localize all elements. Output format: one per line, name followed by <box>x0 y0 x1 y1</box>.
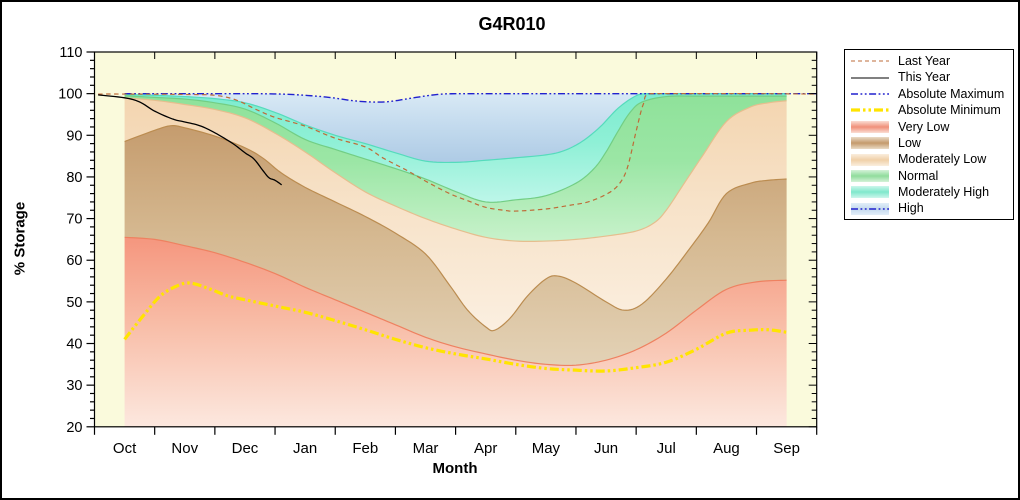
legend-item-low: Low <box>851 135 1013 151</box>
band-edge-moderately-low <box>124 97 787 243</box>
legend-label-very-low: Very Low <box>898 119 950 134</box>
legend-label-absolute-maximum: Absolute Maximum <box>898 86 1005 101</box>
x-tick-label-sep: Sep <box>773 440 800 457</box>
legend-sample-moderately-low <box>851 153 889 166</box>
y-tick-label: 30 <box>66 378 82 394</box>
x-tick-label-mar: Mar <box>413 440 439 457</box>
legend-item-normal: Normal <box>851 168 1013 184</box>
y-tick-label: 50 <box>66 295 82 311</box>
band-very-low <box>124 237 787 427</box>
y-tick-label: 100 <box>58 87 82 103</box>
legend-sample-last-year <box>851 55 889 67</box>
band-edge-moderately-high <box>124 93 787 164</box>
legend-sample-very-low <box>851 120 889 133</box>
band-edge-normal <box>124 95 787 203</box>
legend-sample-low <box>851 137 889 150</box>
legend-label-high: High <box>898 201 924 216</box>
legend-sample-high <box>851 202 889 215</box>
line-this-year <box>98 94 283 186</box>
x-tick-label-nov: Nov <box>171 440 198 457</box>
legend-label-this-year: This Year <box>898 70 951 85</box>
line-last-year <box>98 93 817 212</box>
y-tick-label: 60 <box>66 253 82 269</box>
legend-sample-normal <box>851 169 889 182</box>
band-edge-low <box>124 125 787 332</box>
legend-item-high: High <box>851 201 1013 217</box>
legend-label-moderately-low: Moderately Low <box>898 152 987 167</box>
x-tick-label-oct: Oct <box>113 440 137 457</box>
legend-label-moderately-high: Moderately High <box>898 185 990 200</box>
y-tick-label: 110 <box>59 45 82 61</box>
y-tick-label: 40 <box>66 337 82 353</box>
line-absolute-maximum <box>124 92 817 103</box>
x-tick-label-jan: Jan <box>293 440 317 457</box>
x-tick-label-feb: Feb <box>352 440 378 457</box>
band-edge-very-low <box>124 236 787 367</box>
legend-item-moderately-low: Moderately Low <box>851 151 1013 167</box>
legend-label-absolute-minimum: Absolute Minimum <box>898 103 1001 118</box>
x-tick-label-jul: Jul <box>657 440 676 457</box>
legend-item-moderately-high: Moderately High <box>851 184 1013 200</box>
legend-label-normal: Normal <box>898 168 939 183</box>
band-moderately-high <box>124 93 787 203</box>
legend-item-last-year: Last Year <box>851 53 1013 69</box>
legend-sample-moderately-high <box>851 186 889 199</box>
legend-sample-absolute-minimum <box>851 104 889 116</box>
band-low <box>124 125 787 366</box>
band-normal <box>124 95 787 242</box>
legend-item-this-year: This Year <box>851 69 1013 85</box>
y-axis-title: % Storage <box>11 201 29 276</box>
legend-item-absolute-maximum: Absolute Maximum <box>851 86 1013 102</box>
x-tick-label-jun: Jun <box>594 440 618 457</box>
legend-label-last-year: Last Year <box>898 53 951 68</box>
legend-item-very-low: Very Low <box>851 119 1013 135</box>
x-tick-label-may: May <box>532 440 561 457</box>
y-tick-label: 80 <box>66 170 82 186</box>
legend-item-absolute-minimum: Absolute Minimum <box>851 102 1013 118</box>
y-tick-label: 20 <box>66 420 82 436</box>
band-moderately-low <box>124 97 787 331</box>
legend: Last Year This Year Absolute Maximum Absolu… <box>844 49 1014 220</box>
legend-label-low: Low <box>898 135 921 150</box>
x-tick-label-dec: Dec <box>232 440 259 457</box>
x-tick-label-apr: Apr <box>474 440 497 457</box>
band-high <box>124 93 787 163</box>
legend-sample-this-year <box>851 72 889 84</box>
y-tick-label: 90 <box>66 128 82 144</box>
x-tick-label-aug: Aug <box>713 440 740 457</box>
legend-sample-absolute-maximum <box>851 88 889 100</box>
line-absolute-minimum <box>123 281 787 373</box>
x-axis-title: Month <box>432 460 478 477</box>
y-tick-label: 70 <box>66 212 82 228</box>
page-title: G4R010 <box>478 14 546 34</box>
